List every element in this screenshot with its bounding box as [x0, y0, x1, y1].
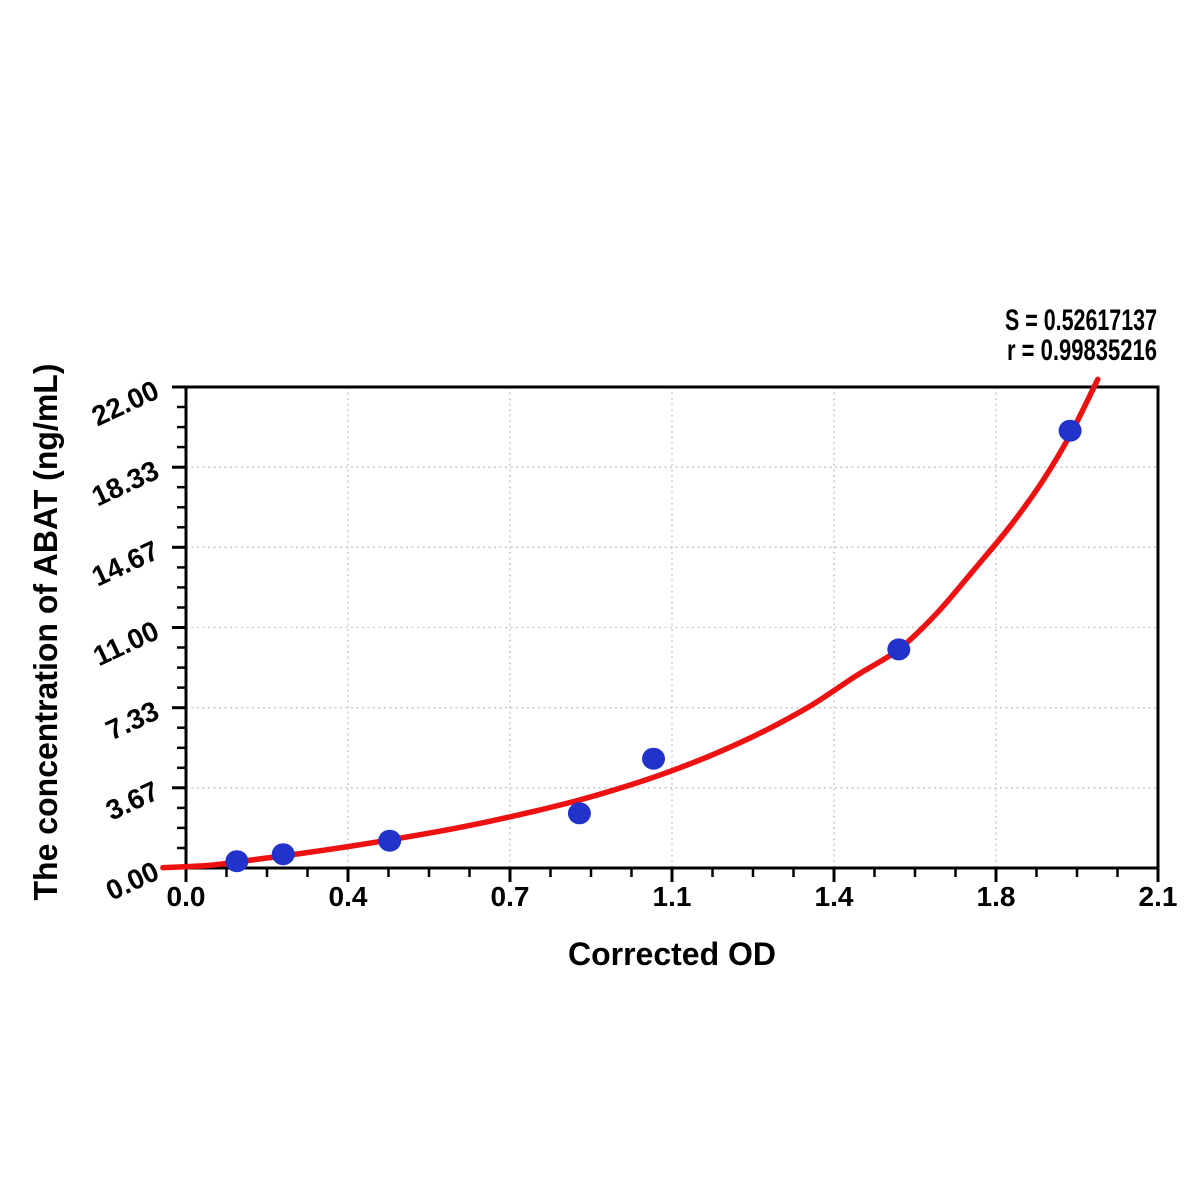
- x-tick-label: 1.1: [653, 881, 692, 912]
- y-tick-label: 0.00: [101, 855, 163, 906]
- data-point: [567, 802, 591, 825]
- x-tick-label: 0.7: [491, 881, 530, 912]
- stats-r-value: r = 0.99835216: [1007, 334, 1157, 367]
- data-point: [378, 829, 402, 852]
- x-tick-label: 1.8: [977, 881, 1016, 912]
- data-point: [887, 638, 911, 661]
- data-point: [271, 843, 295, 866]
- x-axis-title: Corrected OD: [568, 936, 776, 972]
- stats-s-value: S = 0.52617137: [1005, 304, 1157, 337]
- y-tick-label: 22.00: [87, 374, 164, 432]
- y-axis-title: The concentration of ABAT (ng/mL): [27, 364, 64, 901]
- y-tick-label: 7.33: [101, 695, 163, 746]
- y-tick-label: 14.67: [87, 535, 164, 593]
- data-point: [1058, 419, 1082, 442]
- y-tick-label: 3.67: [101, 775, 163, 826]
- y-tick-label: 11.00: [88, 615, 163, 672]
- x-tick-label: 1.4: [815, 881, 854, 912]
- x-tick-label: 0.4: [329, 881, 368, 912]
- plot-area: 0.0 0.4 0.7 1.1 1.4 1.8 2.1 0.00 3.67 7.33 11.00 14…: [87, 374, 1178, 912]
- data-point: [642, 747, 665, 770]
- fitted-curve: [160, 376, 1101, 871]
- data-point: [225, 850, 249, 873]
- x-tick-label: 2.1: [1139, 881, 1178, 912]
- y-tick-label: 18.33: [87, 455, 164, 513]
- x-tick-label: 0.0: [167, 881, 206, 912]
